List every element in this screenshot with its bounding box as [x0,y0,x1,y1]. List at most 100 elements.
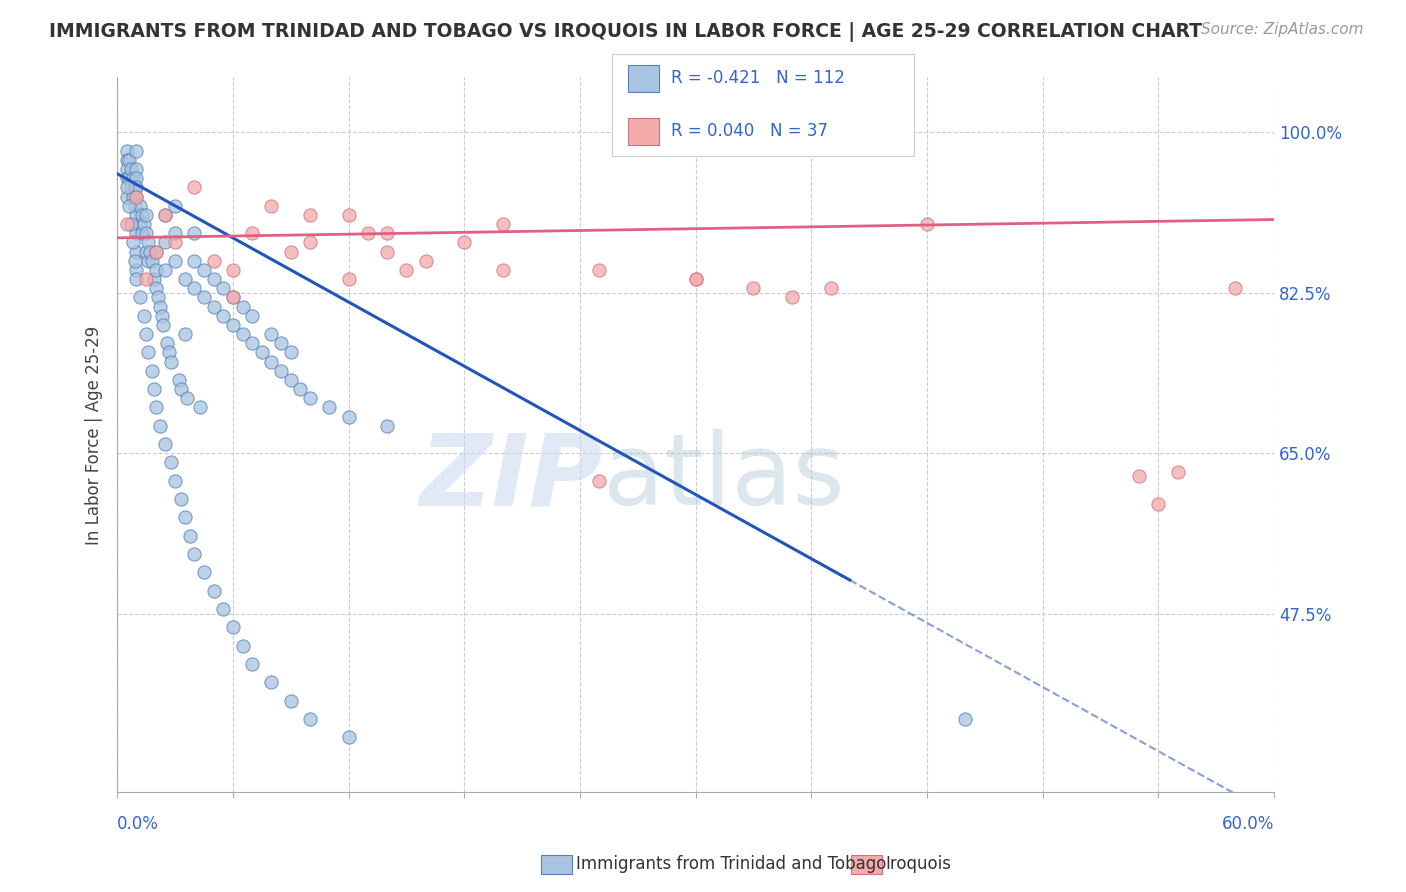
Point [685,272,707,286]
Point [202,253,225,268]
Point [820,281,842,295]
Point [260,327,283,342]
Point [1147,497,1170,511]
Point [202,272,225,286]
Point [163,235,186,250]
Point [131,208,153,222]
Point [202,300,225,314]
Point [375,244,398,259]
Point [163,199,186,213]
Point [280,373,302,387]
Point [298,208,321,222]
Point [240,309,263,323]
Point [260,675,283,690]
Point [222,290,245,304]
Point [183,547,205,561]
Point [173,510,195,524]
Point [115,144,138,158]
Point [1128,469,1150,483]
Text: atlas: atlas [603,429,845,526]
Point [163,474,186,488]
Point [222,290,245,304]
Text: Source: ZipAtlas.com: Source: ZipAtlas.com [1201,22,1364,37]
Point [780,290,803,304]
Point [115,180,138,194]
Point [129,217,152,231]
Point [160,354,183,368]
Point [115,189,138,203]
Point [415,253,437,268]
Point [129,290,152,304]
Point [280,345,302,359]
Point [145,401,167,415]
Point [260,354,283,368]
Point [685,272,707,286]
Point [152,318,174,332]
Point [240,657,263,671]
Text: ZIP: ZIP [420,429,603,526]
Point [588,263,610,277]
Point [156,336,179,351]
Point [141,253,163,268]
Point [135,327,157,342]
Point [163,227,186,241]
Y-axis label: In Labor Force | Age 25-29: In Labor Force | Age 25-29 [86,326,103,544]
Point [160,455,183,469]
Point [183,227,205,241]
Point [149,300,172,314]
Point [136,235,159,250]
Text: R = 0.040   N = 37: R = 0.040 N = 37 [671,122,828,140]
Point [170,382,193,396]
Point [135,244,157,259]
Point [121,189,143,203]
Point [337,272,360,286]
Point [202,583,225,598]
Point [375,227,398,241]
Point [176,391,198,405]
Point [298,712,321,726]
Point [139,244,162,259]
Point [145,244,167,259]
Point [115,153,138,167]
Point [183,281,205,295]
Point [155,235,177,250]
Point [915,217,938,231]
Point [375,418,398,433]
Point [395,263,418,277]
Point [124,253,146,268]
Point [125,189,148,203]
Point [260,199,283,213]
Point [145,244,167,259]
Point [188,401,211,415]
Point [155,208,177,222]
Point [173,272,195,286]
Point [136,345,159,359]
Point [240,336,263,351]
Point [163,253,186,268]
Point [121,235,143,250]
Point [453,235,475,250]
Point [155,263,177,277]
Point [145,281,167,295]
Point [222,620,245,634]
Point [125,263,148,277]
Point [250,345,273,359]
Point [155,208,177,222]
Point [125,227,148,241]
Point [280,694,302,708]
Point [280,244,302,259]
Point [124,199,146,213]
Point [183,180,205,194]
Point [170,492,193,507]
Point [588,474,610,488]
Text: Immigrants from Trinidad and Tobago: Immigrants from Trinidad and Tobago [576,855,887,873]
Point [337,409,360,424]
Text: R = -0.421   N = 112: R = -0.421 N = 112 [671,70,845,87]
Text: Iroquois: Iroquois [886,855,952,873]
Point [125,162,148,177]
Point [142,382,165,396]
Point [222,263,245,277]
Point [167,373,190,387]
Point [231,639,253,653]
Point [125,272,148,286]
